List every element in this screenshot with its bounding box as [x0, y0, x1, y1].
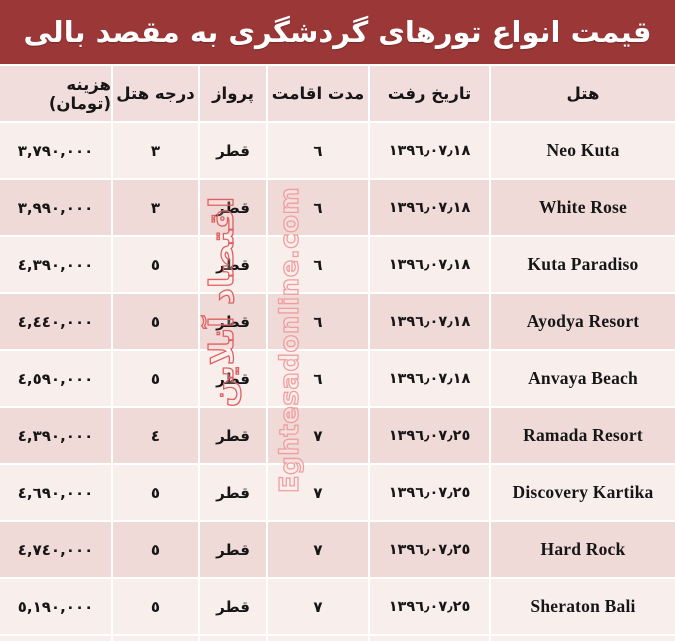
price-cell: ٤,٧٤٠,٠٠٠	[0, 522, 111, 577]
tour-table: هتل تاریخ رفت مدت اقامت پرواز درجه هتل ه…	[0, 64, 675, 641]
hotel-name-cell: Anvaya Beach	[491, 351, 675, 406]
hotel-grade-cell: ٥	[113, 522, 198, 577]
hotel-name-cell: White Rose	[491, 180, 675, 235]
hotel-name-cell: Kuta Paradiso	[491, 237, 675, 292]
hotel-name-cell: Discovery Kartika	[491, 465, 675, 520]
price-cell: ٣,٩٩٠,٠٠٠	[0, 180, 111, 235]
price-cell: ٤,٤٤٠,٠٠٠	[0, 294, 111, 349]
stay-duration-cell: ٧	[268, 522, 368, 577]
departure-date-cell: ١٣٩٦٫٠٧٫٢٥	[370, 522, 489, 577]
title-bar: قیمت انواع تورهای گردشگری به مقصد بالی	[0, 0, 675, 64]
airline-cell: قطر	[200, 180, 266, 235]
departure-date-cell: ١٣٩٦٫٠٧٫١٨	[370, 123, 489, 178]
col-header-stay: مدت اقامت	[268, 66, 368, 121]
hotel-grade-cell: ٣	[113, 180, 198, 235]
airline-cell: قطر	[200, 123, 266, 178]
airline-cell: قطر	[200, 408, 266, 463]
departure-date-cell: ١٣٩٦٫٠٧٫١٨	[370, 180, 489, 235]
airline-cell: قطر	[200, 522, 266, 577]
stay-duration-cell: ٦	[268, 180, 368, 235]
departure-date-cell: ١٣٩٦٫٠٧٫١٨	[370, 351, 489, 406]
col-header-departure: تاریخ رفت	[370, 66, 489, 121]
airline-cell: قطر	[200, 579, 266, 634]
airline-cell: قطر	[200, 465, 266, 520]
airline-cell: قطر	[200, 351, 266, 406]
partial-row-cell	[491, 636, 675, 641]
hotel-name-cell: Sheraton Bali	[491, 579, 675, 634]
price-cell: ٣,٧٩٠,٠٠٠	[0, 123, 111, 178]
col-header-hotel-grade: درجه هتل	[113, 66, 198, 121]
stay-duration-cell: ٦	[268, 237, 368, 292]
hotel-name-cell: Hard Rock	[491, 522, 675, 577]
hotel-name-cell: Ayodya Resort	[491, 294, 675, 349]
price-cell: ٤,٣٩٠,٠٠٠	[0, 408, 111, 463]
hotel-grade-cell: ٥	[113, 351, 198, 406]
price-cell: ٤,٣٩٠,٠٠٠	[0, 237, 111, 292]
col-header-hotel: هتل	[491, 66, 675, 121]
departure-date-cell: ١٣٩٦٫٠٧٫١٨	[370, 237, 489, 292]
stay-duration-cell: ٦	[268, 294, 368, 349]
partial-row-cell	[200, 636, 266, 641]
airline-cell: قطر	[200, 237, 266, 292]
price-cell: ٤,٦٩٠,٠٠٠	[0, 465, 111, 520]
col-header-cost-toman: هزینه (تومان)	[0, 66, 111, 121]
hotel-grade-cell: ٤	[113, 408, 198, 463]
hotel-grade-cell: ٥	[113, 237, 198, 292]
partial-row-cell	[268, 636, 368, 641]
price-cell: ٥,١٩٠,٠٠٠	[0, 579, 111, 634]
stay-duration-cell: ٧	[268, 579, 368, 634]
stay-duration-cell: ٧	[268, 465, 368, 520]
hotel-grade-cell: ٥	[113, 294, 198, 349]
stay-duration-cell: ٦	[268, 351, 368, 406]
hotel-name-cell: Ramada Resort	[491, 408, 675, 463]
stay-duration-cell: ٦	[268, 123, 368, 178]
departure-date-cell: ١٣٩٦٫٠٧٫١٨	[370, 294, 489, 349]
departure-date-cell: ١٣٩٦٫٠٧٫٢٥	[370, 579, 489, 634]
partial-row-cell	[113, 636, 198, 641]
partial-row-cell	[370, 636, 489, 641]
hotel-grade-cell: ٣	[113, 123, 198, 178]
col-header-airline: پرواز	[200, 66, 266, 121]
partial-row-cell	[0, 636, 111, 641]
departure-date-cell: ١٣٩٦٫٠٧٫٢٥	[370, 465, 489, 520]
hotel-grade-cell: ٥	[113, 579, 198, 634]
stay-duration-cell: ٧	[268, 408, 368, 463]
hotel-grade-cell: ٥	[113, 465, 198, 520]
hotel-name-cell: Neo Kuta	[491, 123, 675, 178]
price-cell: ٤,٥٩٠,٠٠٠	[0, 351, 111, 406]
airline-cell: قطر	[200, 294, 266, 349]
page-title: قیمت انواع تورهای گردشگری به مقصد بالی	[23, 15, 652, 49]
departure-date-cell: ١٣٩٦٫٠٧٫٢٥	[370, 408, 489, 463]
